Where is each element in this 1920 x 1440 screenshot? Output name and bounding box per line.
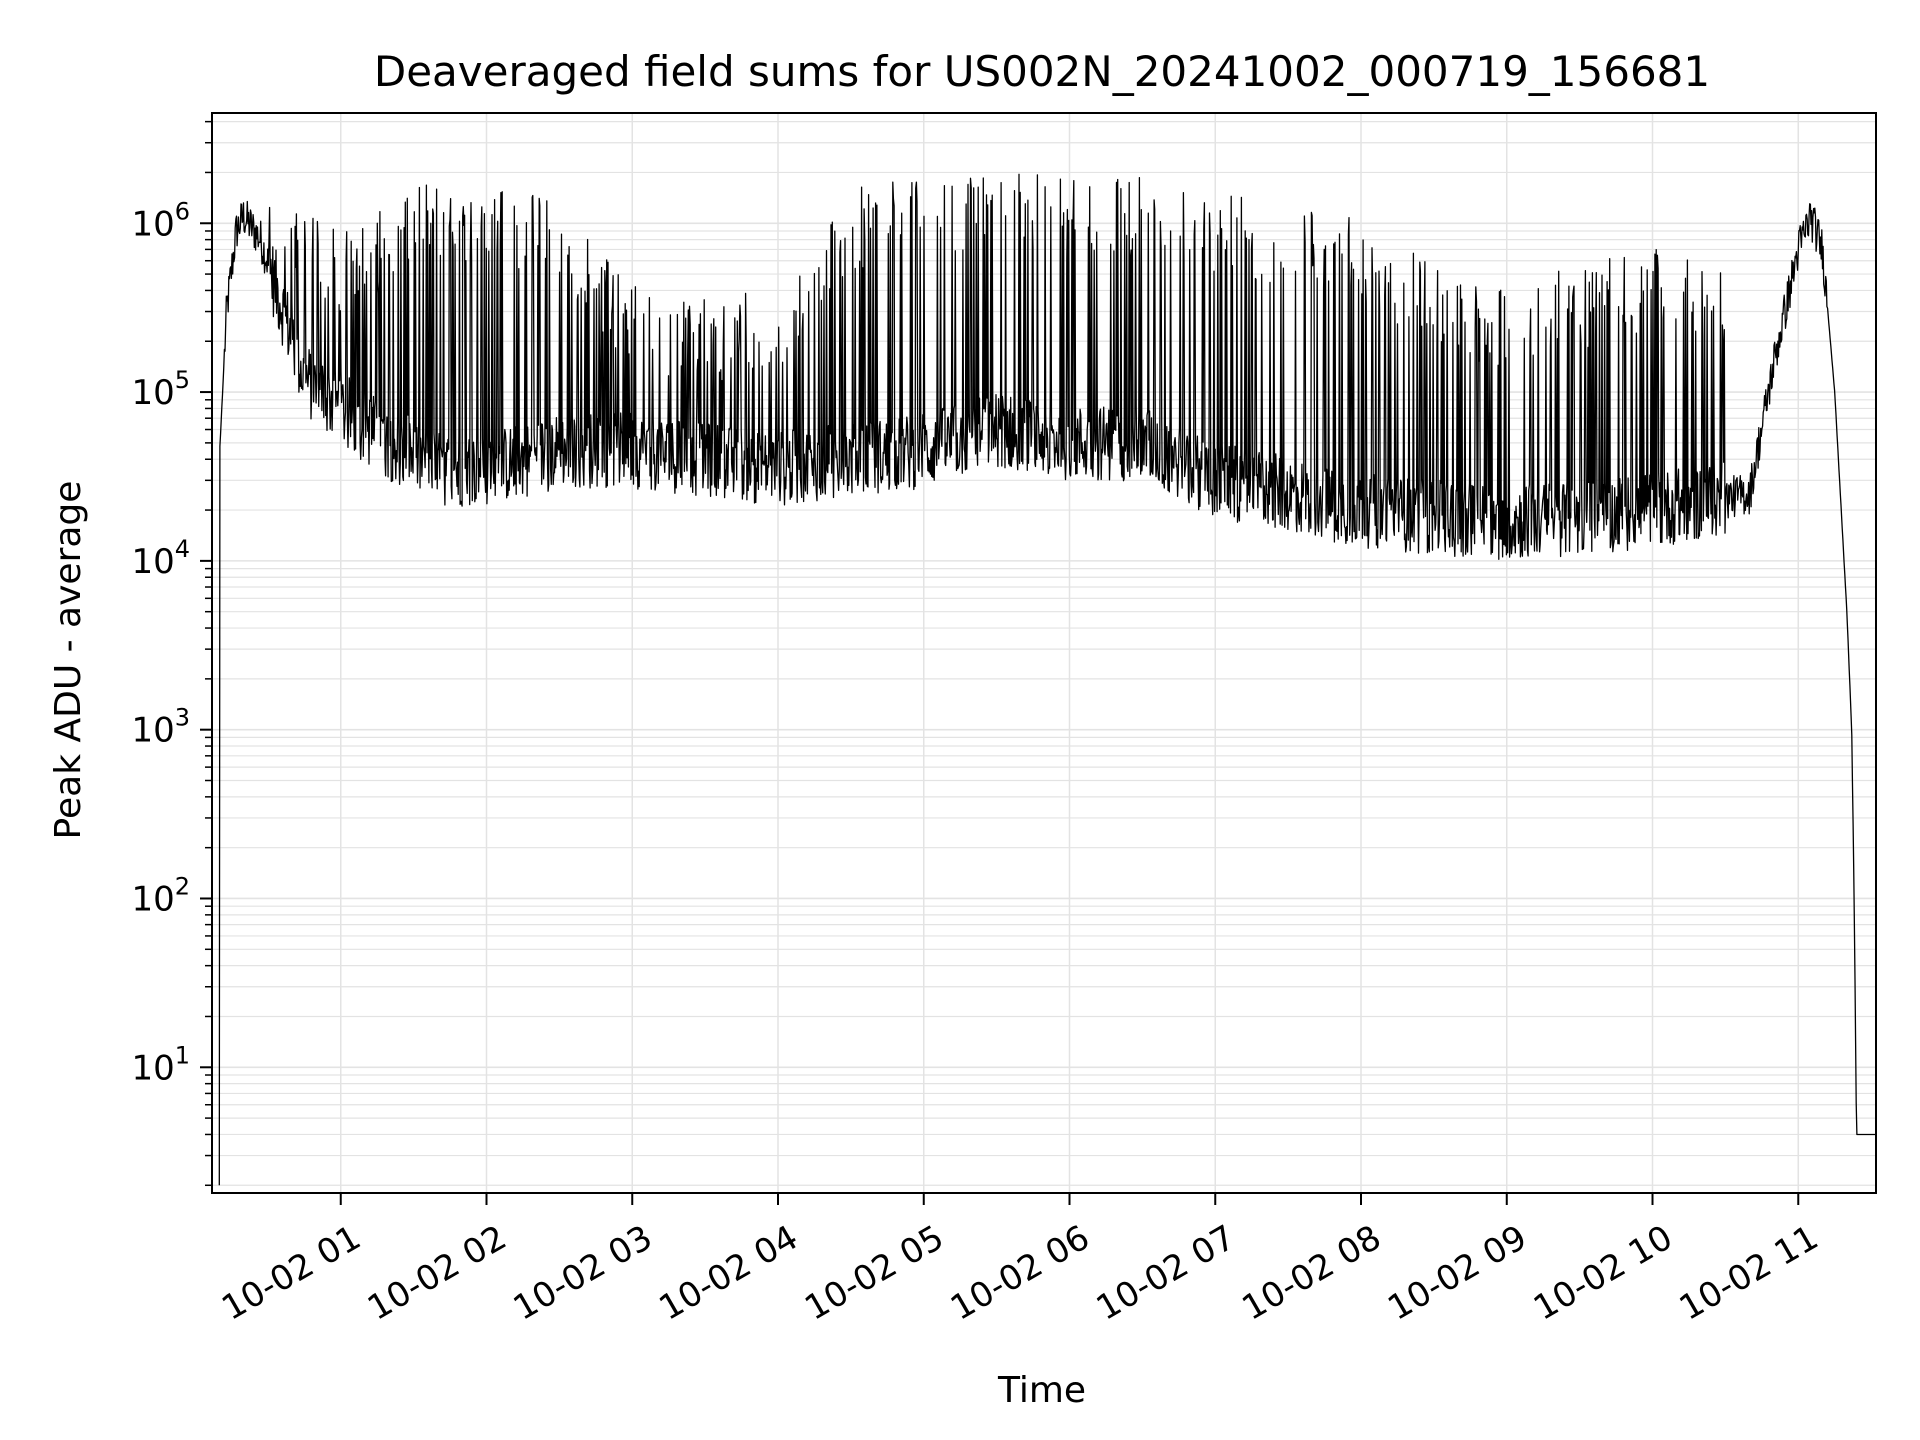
y-tick-label: 101: [131, 1041, 190, 1088]
y-tick-label: 106: [131, 197, 190, 244]
x-axis-label: Time: [997, 1370, 1086, 1411]
plot-frame: [211, 112, 1877, 1194]
y-axis-label: Peak ADU - average: [48, 481, 89, 840]
data-layer: [218, 173, 1877, 1186]
chart-title: Deaveraged field sums for US002N_2024100…: [374, 47, 1710, 96]
y-tick-label: 104: [131, 535, 190, 582]
series-line: [218, 173, 1877, 1186]
y-tick-label: 105: [131, 366, 190, 413]
y-tick-label: 103: [131, 704, 190, 751]
y-tick-label: 102: [131, 872, 190, 919]
